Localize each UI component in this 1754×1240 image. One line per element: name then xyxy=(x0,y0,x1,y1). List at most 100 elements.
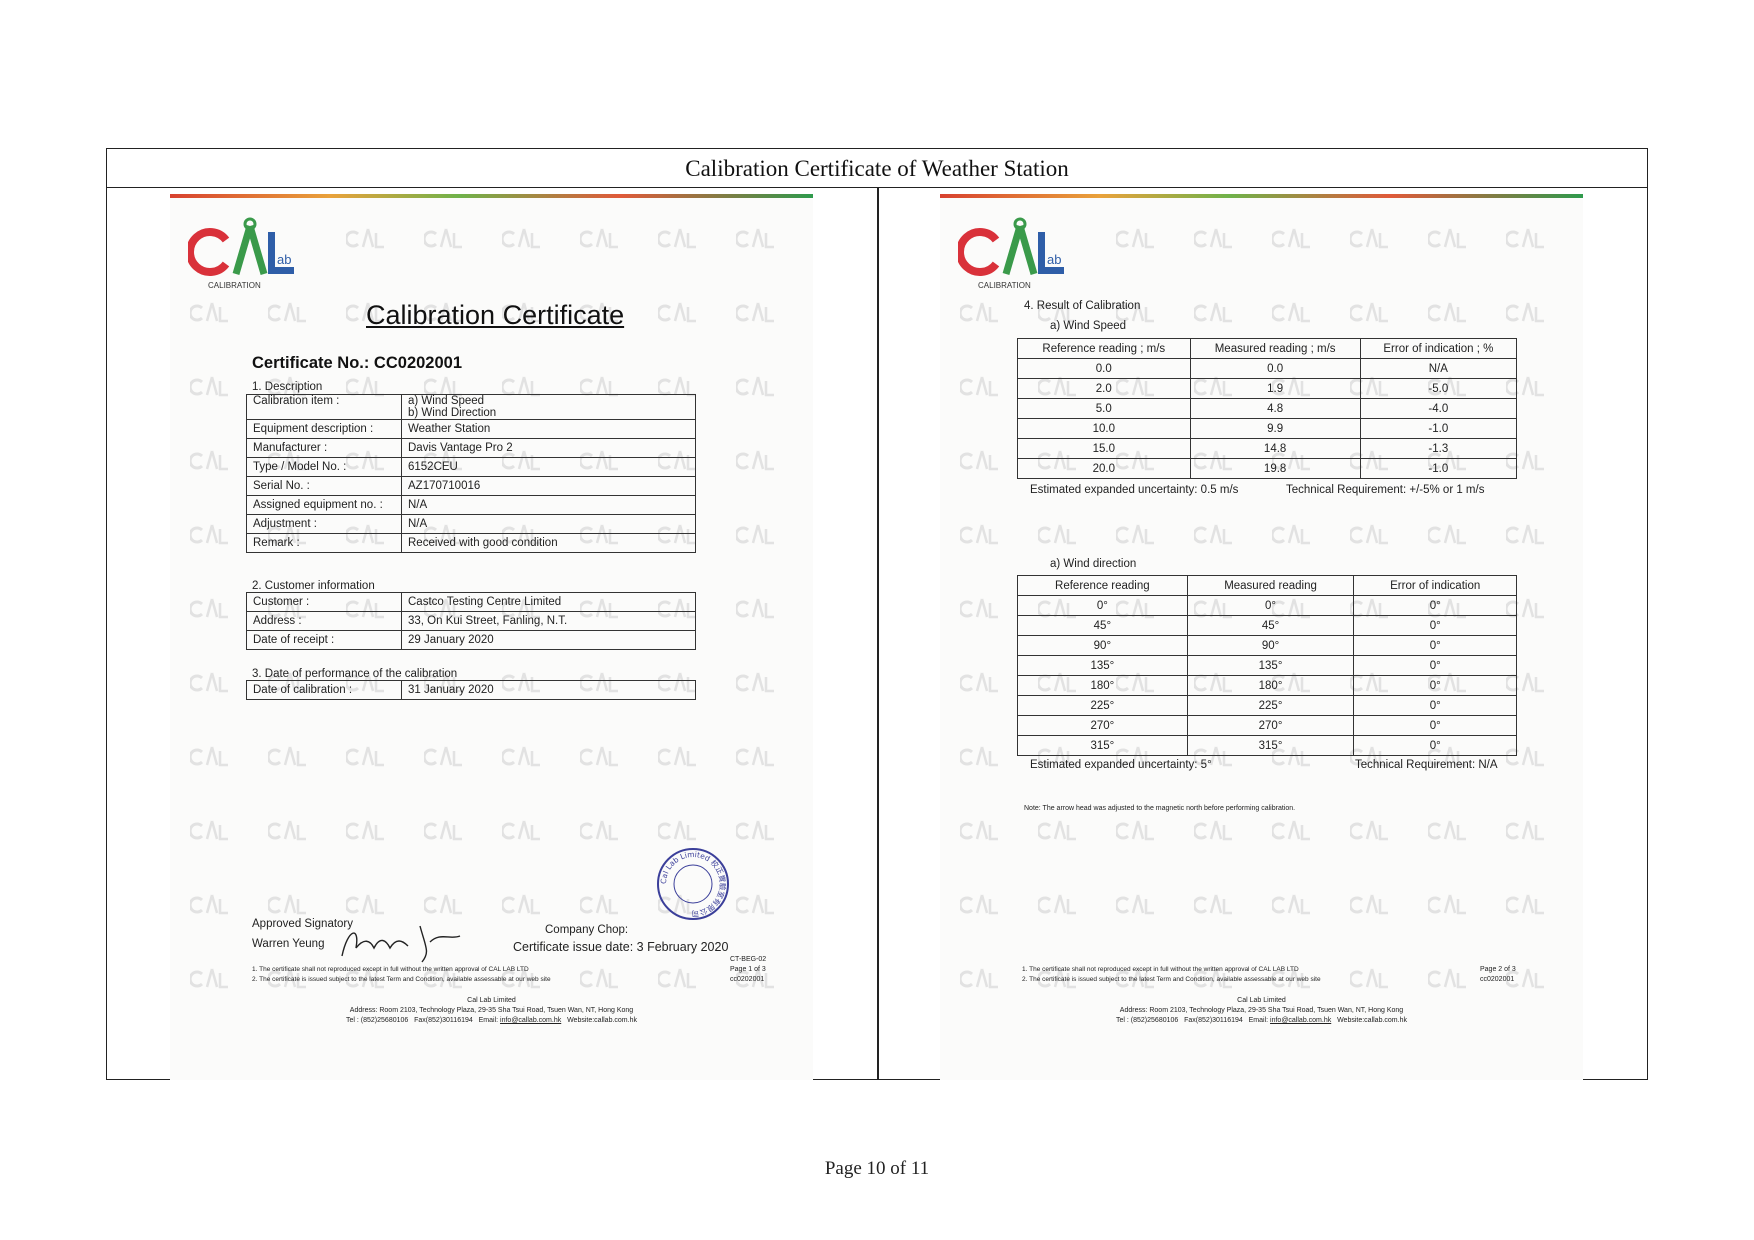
table-cell: 0° xyxy=(1353,595,1517,616)
footnote-1: 1. The certificate shall not reproduced … xyxy=(252,966,529,973)
page-title: Calibration Certificate of Weather Stati… xyxy=(107,149,1647,188)
issue-date: Certificate issue date: 3 February 2020 xyxy=(513,940,729,954)
field-value: 33, On Kui Street, Fanling, N.T. xyxy=(401,611,696,631)
watermark-logo-icon xyxy=(344,816,390,846)
watermark-logo-icon xyxy=(188,742,234,772)
watermark-logo-icon xyxy=(1348,964,1394,994)
table-cell: 0° xyxy=(1017,595,1188,616)
table-cell: 90° xyxy=(1017,635,1188,656)
watermark-logo-icon xyxy=(1270,520,1316,550)
watermark-logo-icon xyxy=(656,890,702,920)
table-cell: 2.0 xyxy=(1017,378,1191,399)
wind-speed-requirement: Technical Requirement: +/-5% or 1 m/s xyxy=(1286,484,1485,496)
watermark-logo-icon xyxy=(1504,520,1550,550)
color-bar xyxy=(940,194,1583,198)
column-header: Measured reading ; m/s xyxy=(1189,338,1361,359)
svg-text:ab: ab xyxy=(1047,252,1061,267)
watermark-logo-icon xyxy=(1426,816,1472,846)
watermark-logo-icon xyxy=(1504,964,1550,994)
description-table: Calibration item : a) Wind Speed b) Wind D… xyxy=(246,394,696,553)
table-cell: 45° xyxy=(1186,615,1355,636)
table-cell: 0.0 xyxy=(1189,358,1361,379)
certificate-ref: cc0202001 xyxy=(730,976,765,983)
watermark-logo-icon xyxy=(266,964,312,994)
watermark-logo-icon xyxy=(1192,224,1238,254)
watermark-logo-icon xyxy=(422,298,468,328)
email-link[interactable]: info@callab.com.hk xyxy=(1270,1017,1332,1024)
table-row: 10.0 9.9 -1.0 xyxy=(1017,418,1518,439)
website: Website:callab.com.hk xyxy=(567,1017,637,1024)
table-row: 20.0 19.8 -1.0 xyxy=(1017,458,1518,479)
field-value: Castco Testing Centre Limited xyxy=(401,592,696,612)
watermark-logo-icon xyxy=(734,890,780,920)
watermark-logo-icon xyxy=(958,964,1004,994)
company-address: Address: Room 2103, Technology Plaza, 29… xyxy=(349,1007,634,1014)
svg-text:CALIBRATION: CALIBRATION xyxy=(978,281,1031,290)
certificate-title: Calibration Certificate xyxy=(366,300,625,330)
watermark-logo-icon xyxy=(1504,298,1550,328)
watermark-logo-icon xyxy=(734,742,780,772)
section-date-heading: 3. Date of performance of the calibratio… xyxy=(252,668,458,680)
field-label: Date of receipt : xyxy=(246,630,402,650)
watermark-logo-icon xyxy=(1036,964,1082,994)
field-value: Davis Vantage Pro 2 xyxy=(401,438,696,458)
page-of-pages: Page 2 of 3 xyxy=(1480,966,1516,973)
watermark-logo-icon xyxy=(1192,298,1238,328)
watermark-logo-icon xyxy=(422,224,468,254)
company-address: Address: Room 2103, Technology Plaza, 29… xyxy=(1119,1007,1404,1014)
table-row: 135° 135° 0° xyxy=(1017,655,1517,676)
watermark-logo-icon xyxy=(500,816,546,846)
fax: Fax(852)30116194 xyxy=(1184,1017,1243,1024)
column-header: Error of indication xyxy=(1353,575,1517,596)
column-divider xyxy=(877,188,879,1079)
table-row: Manufacturer : Davis Vantage Pro 2 xyxy=(246,438,696,458)
email-label: Email: xyxy=(1248,1017,1269,1024)
watermark-logo-icon xyxy=(500,964,546,994)
certificate-page-2: ab CALIBRATION 4. Result of Calibration … xyxy=(940,194,1583,1080)
watermark-logo-icon xyxy=(1270,890,1316,920)
field-value: a) Wind Speed b) Wind Direction xyxy=(401,394,696,420)
page-number: Page 10 of 11 xyxy=(824,1158,930,1179)
field-value: N/A xyxy=(401,514,696,534)
table-cell: 14.8 xyxy=(1189,438,1361,459)
value-line: b) Wind Direction xyxy=(408,407,497,419)
column-header: Error of indication ; % xyxy=(1359,338,1518,359)
watermark-logo-icon xyxy=(188,890,234,920)
watermark-logo-icon xyxy=(1348,890,1394,920)
watermark-logo-icon xyxy=(734,964,780,994)
table-row: 45° 45° 0° xyxy=(1017,615,1517,636)
table-row: 2.0 1.9 -5.0 xyxy=(1017,378,1518,399)
field-label: Address : xyxy=(246,611,402,631)
table-cell: 19.8 xyxy=(1189,458,1361,479)
watermark-logo-icon xyxy=(578,816,624,846)
certificate-number: Certificate No.: CC0202001 xyxy=(252,354,463,372)
watermark-logo-icon xyxy=(734,668,780,698)
document-frame: Calibration Certificate of Weather Stati… xyxy=(106,148,1648,1080)
column-header: Reference reading xyxy=(1017,575,1188,596)
watermark-logo-icon xyxy=(500,298,546,328)
table-row: Address :33, On Kui Street, Fanling, N.T… xyxy=(246,611,696,631)
table-cell: -4.0 xyxy=(1359,398,1518,419)
watermark-logo-icon xyxy=(1426,964,1472,994)
watermark-logo-icon xyxy=(578,890,624,920)
table-row: 315° 315° 0° xyxy=(1017,735,1517,756)
wind-speed-table: Reference reading ; m/s Measured reading … xyxy=(1017,338,1518,479)
website: Website:callab.com.hk xyxy=(1337,1017,1407,1024)
watermark-logo-icon xyxy=(344,890,390,920)
watermark-logo-icon xyxy=(1114,224,1160,254)
wind-direction-table: Reference reading Measured reading Error o… xyxy=(1017,575,1517,756)
watermark-logo-icon xyxy=(500,742,546,772)
approved-signatory-label: Approved Signatory xyxy=(252,918,354,930)
table-cell: 0° xyxy=(1353,695,1517,716)
footnote-2: 2. The certificate is issued subject to … xyxy=(252,976,551,983)
wind-speed-uncertainty: Estimated expanded uncertainty: 0.5 m/s xyxy=(1030,484,1239,496)
watermark-logo-icon xyxy=(578,742,624,772)
footnote-1: 1. The certificate shall not reproduced … xyxy=(1022,966,1299,973)
table-cell: 315° xyxy=(1017,735,1188,756)
email-link[interactable]: info@callab.com.hk xyxy=(500,1017,562,1024)
watermark-logo-icon xyxy=(422,816,468,846)
table-cell: 15.0 xyxy=(1017,438,1191,459)
watermark-logo-icon xyxy=(1270,964,1316,994)
table-row: 15.0 14.8 -1.3 xyxy=(1017,438,1518,459)
watermark-logo-icon xyxy=(188,298,234,328)
